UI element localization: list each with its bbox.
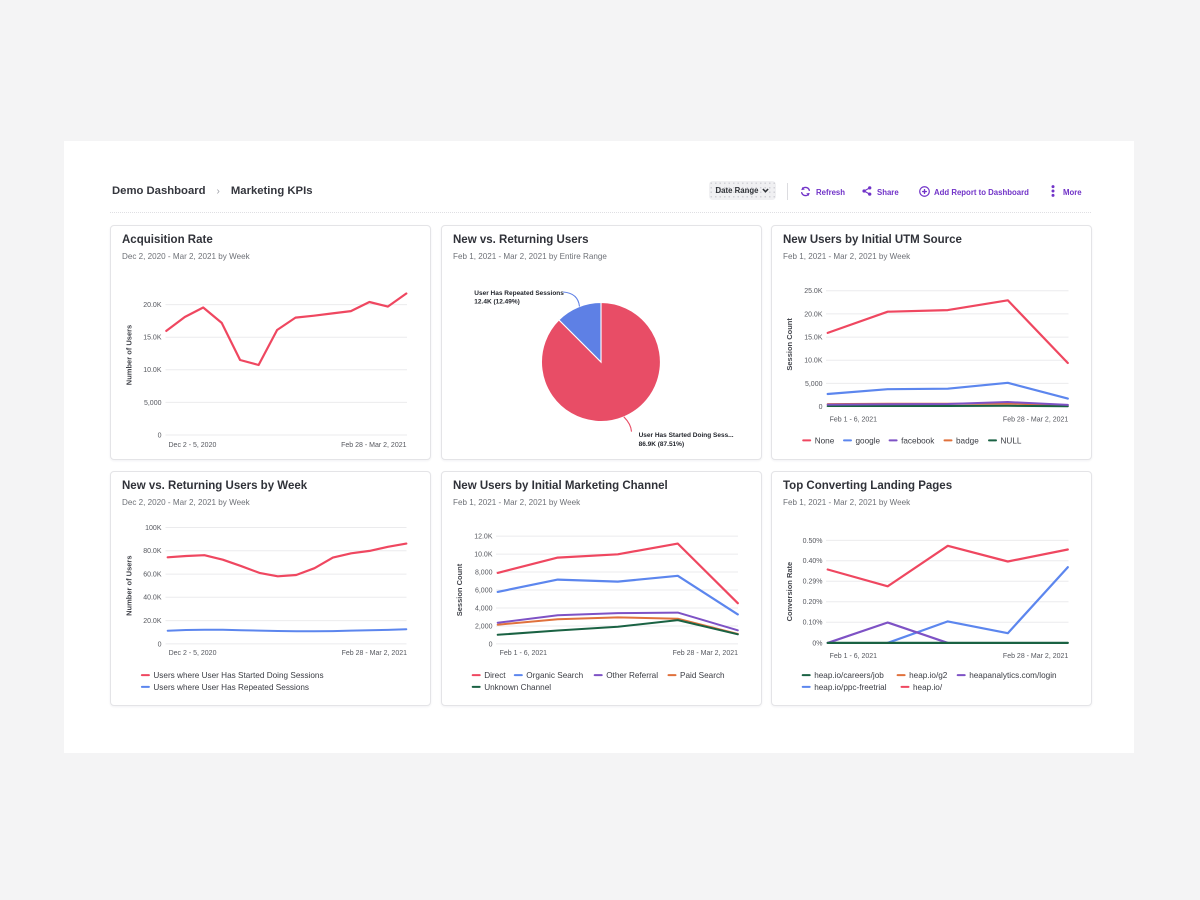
svg-text:Other Referral: Other Referral xyxy=(606,671,658,680)
svg-text:6,000: 6,000 xyxy=(475,587,493,594)
svg-text:5,000: 5,000 xyxy=(805,381,823,388)
svg-text:User Has Repeated Sessions: User Has Repeated Sessions xyxy=(474,290,564,297)
svg-text:8,000: 8,000 xyxy=(475,569,493,576)
svg-text:0.29%: 0.29% xyxy=(803,579,823,586)
svg-text:0.40%: 0.40% xyxy=(803,558,823,565)
svg-text:10.0K: 10.0K xyxy=(804,358,823,365)
svg-text:Feb 1 - 6, 2021: Feb 1 - 6, 2021 xyxy=(830,417,878,424)
svg-text:20.0K: 20.0K xyxy=(143,618,162,625)
svg-text:20.0K: 20.0K xyxy=(143,302,162,309)
svg-text:Feb 28 - Mar 2, 2021: Feb 28 - Mar 2, 2021 xyxy=(1003,417,1068,424)
svg-text:0: 0 xyxy=(489,641,493,648)
svg-text:Direct: Direct xyxy=(484,671,506,680)
svg-text:None: None xyxy=(815,436,835,445)
svg-text:User Has Started Doing Sess...: User Has Started Doing Sess... xyxy=(639,432,734,439)
svg-text:15.0K: 15.0K xyxy=(143,335,162,342)
svg-text:Feb 1 - 6, 2021: Feb 1 - 6, 2021 xyxy=(830,653,878,660)
svg-text:Feb 28 - Mar 2, 2021: Feb 28 - Mar 2, 2021 xyxy=(1003,653,1068,660)
svg-text:facebook: facebook xyxy=(901,436,935,445)
svg-text:heap.io/ppc-freetrial: heap.io/ppc-freetrial xyxy=(814,683,887,692)
svg-text:0.50%: 0.50% xyxy=(803,538,823,545)
svg-text:4,000: 4,000 xyxy=(475,605,493,612)
svg-text:0: 0 xyxy=(158,641,162,648)
svg-text:heap.io/g2: heap.io/g2 xyxy=(909,671,948,680)
svg-text:badge: badge xyxy=(956,436,979,445)
svg-text:Dec 2 - 5, 2020: Dec 2 - 5, 2020 xyxy=(169,442,217,449)
svg-text:NULL: NULL xyxy=(1001,436,1022,445)
svg-text:Session Count: Session Count xyxy=(455,563,464,616)
svg-text:20.0K: 20.0K xyxy=(804,311,823,318)
svg-text:Number of Users: Number of Users xyxy=(125,555,134,615)
svg-text:100K: 100K xyxy=(145,525,162,532)
svg-text:Feb 28 - Mar 2, 2021: Feb 28 - Mar 2, 2021 xyxy=(341,442,406,449)
svg-text:25.0K: 25.0K xyxy=(804,288,823,295)
svg-text:0: 0 xyxy=(158,432,162,439)
svg-text:Users where User Has Started D: Users where User Has Started Doing Sessi… xyxy=(153,671,323,680)
svg-text:0%: 0% xyxy=(812,640,822,647)
svg-text:0: 0 xyxy=(819,404,823,411)
svg-text:heap.io/: heap.io/ xyxy=(913,683,943,692)
svg-text:Paid Search: Paid Search xyxy=(680,671,725,680)
svg-text:10.0K: 10.0K xyxy=(474,552,493,559)
svg-text:Feb 28 - Mar 2, 2021: Feb 28 - Mar 2, 2021 xyxy=(673,650,738,657)
svg-text:Users where User Has Repeated: Users where User Has Repeated Sessions xyxy=(153,683,309,692)
svg-text:google: google xyxy=(856,436,881,445)
svg-text:40.0K: 40.0K xyxy=(143,595,162,602)
svg-text:Feb 1 - 6, 2021: Feb 1 - 6, 2021 xyxy=(500,650,548,657)
svg-text:2,000: 2,000 xyxy=(475,623,493,630)
svg-text:Feb 28 - Mar 2, 2021: Feb 28 - Mar 2, 2021 xyxy=(342,650,407,657)
svg-text:12.4K (12.49%): 12.4K (12.49%) xyxy=(474,299,520,306)
svg-text:80.0K: 80.0K xyxy=(143,548,162,555)
svg-text:Session Count: Session Count xyxy=(785,318,794,371)
svg-text:Conversion Rate: Conversion Rate xyxy=(785,562,794,622)
svg-text:15.0K: 15.0K xyxy=(804,335,823,342)
svg-text:86.9K (87.51%): 86.9K (87.51%) xyxy=(639,441,685,448)
svg-text:0.10%: 0.10% xyxy=(803,620,823,627)
svg-text:Dec 2 - 5, 2020: Dec 2 - 5, 2020 xyxy=(169,650,217,657)
svg-text:Number of Users: Number of Users xyxy=(125,325,134,385)
svg-text:0.20%: 0.20% xyxy=(803,599,823,606)
svg-text:10.0K: 10.0K xyxy=(143,367,162,374)
svg-text:60.0K: 60.0K xyxy=(143,572,162,579)
svg-text:heap.io/careers/job: heap.io/careers/job xyxy=(814,671,884,680)
svg-text:Unknown Channel: Unknown Channel xyxy=(484,683,551,692)
svg-text:Organic Search: Organic Search xyxy=(526,671,583,680)
svg-text:heapanalytics.com/login: heapanalytics.com/login xyxy=(969,671,1057,680)
svg-text:12.0K: 12.0K xyxy=(474,534,493,541)
svg-text:5,000: 5,000 xyxy=(144,400,162,407)
